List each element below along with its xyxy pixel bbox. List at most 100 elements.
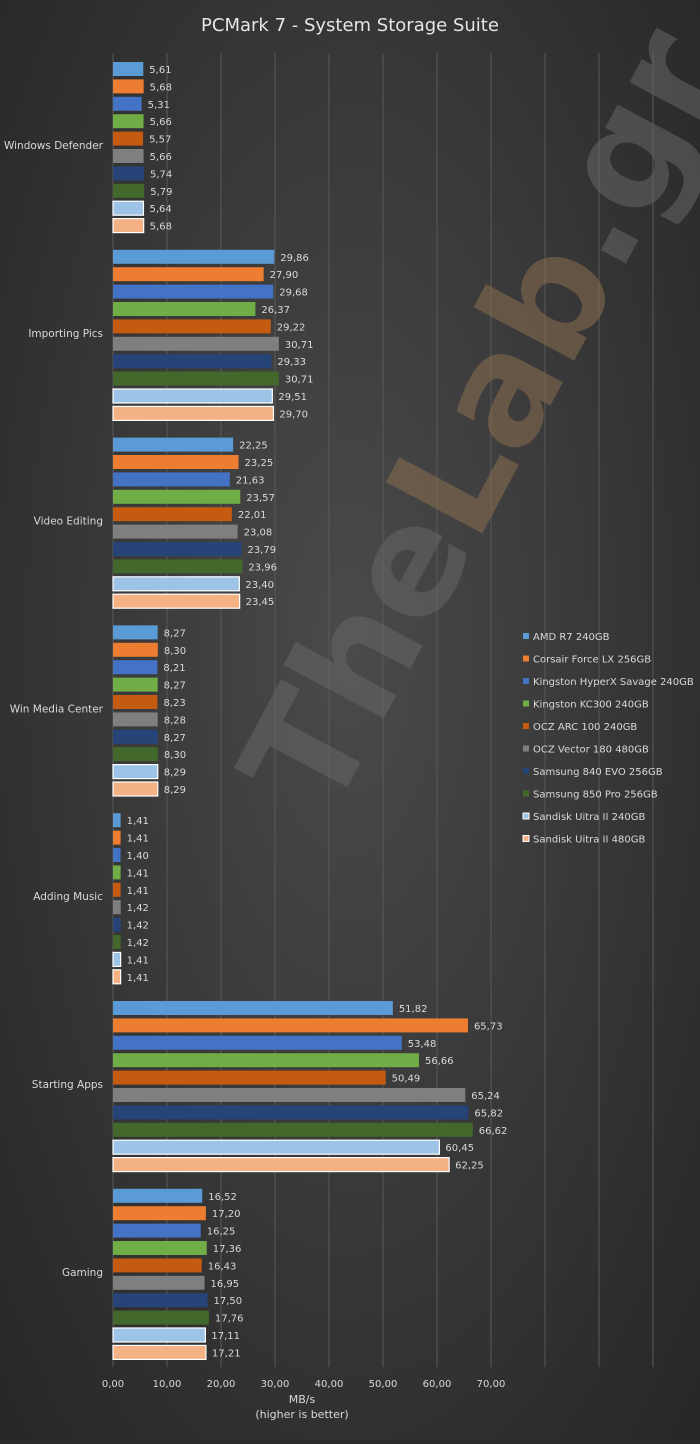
data-label: 17,21 bbox=[212, 1348, 241, 1359]
bar bbox=[113, 1258, 202, 1273]
data-label: 8,30 bbox=[164, 646, 186, 657]
data-label: 1,41 bbox=[127, 816, 149, 827]
data-label: 65,73 bbox=[474, 1021, 503, 1032]
bar bbox=[113, 302, 256, 316]
bar bbox=[113, 131, 144, 146]
data-label: 1,41 bbox=[127, 955, 149, 966]
bar bbox=[113, 96, 142, 111]
bar bbox=[113, 1188, 203, 1203]
bar bbox=[113, 695, 158, 709]
legend-swatch bbox=[522, 812, 530, 820]
x-tick-label: 40,00 bbox=[315, 1379, 344, 1390]
data-label: 29,70 bbox=[279, 409, 308, 420]
category-label: Importing Pics bbox=[28, 328, 103, 340]
data-label: 51,82 bbox=[399, 1004, 428, 1015]
legend-item: Samsung 840 EVO 256GB bbox=[533, 767, 663, 778]
bar bbox=[113, 524, 238, 539]
data-label: 17,20 bbox=[212, 1209, 241, 1220]
bar bbox=[113, 848, 121, 862]
legend-item: AMD R7 240GB bbox=[533, 632, 610, 643]
bar bbox=[112, 781, 159, 797]
bar bbox=[113, 1105, 469, 1120]
x-axis-label: MB/s bbox=[289, 1393, 316, 1406]
data-label: 23,96 bbox=[248, 562, 277, 573]
data-label: 66,62 bbox=[479, 1126, 508, 1137]
bar bbox=[113, 900, 121, 915]
data-label: 16,52 bbox=[208, 1192, 237, 1203]
data-label: 17,50 bbox=[214, 1296, 243, 1307]
bar bbox=[113, 114, 144, 129]
legend-swatch bbox=[523, 790, 529, 797]
data-label: 1,41 bbox=[127, 834, 149, 845]
category-label: Video Editing bbox=[34, 516, 103, 528]
bar bbox=[113, 336, 279, 351]
bar bbox=[113, 830, 121, 845]
bar bbox=[113, 284, 274, 299]
legend-swatch bbox=[523, 700, 529, 707]
category-label: Windows Defender bbox=[4, 140, 104, 152]
bar bbox=[112, 200, 145, 216]
bar bbox=[113, 507, 232, 522]
data-label: 17,11 bbox=[211, 1331, 240, 1342]
data-label: 29,51 bbox=[278, 392, 307, 403]
bar bbox=[113, 319, 271, 334]
x-tick-label: 70,00 bbox=[477, 1379, 506, 1390]
data-label: 5,74 bbox=[150, 169, 172, 180]
data-label: 5,68 bbox=[150, 82, 172, 93]
bar bbox=[113, 677, 158, 692]
bar bbox=[113, 625, 158, 640]
legend: AMD R7 240GB Corsair Force LX 256GB Kingst… bbox=[522, 632, 694, 846]
bar bbox=[112, 763, 159, 780]
data-label: 5,66 bbox=[150, 117, 172, 128]
category-label: Gaming bbox=[62, 1267, 103, 1279]
bar bbox=[113, 354, 272, 369]
data-label: 8,28 bbox=[164, 715, 186, 726]
data-label: 1,40 bbox=[127, 851, 149, 862]
bar bbox=[113, 489, 241, 504]
bar bbox=[113, 1275, 205, 1290]
data-label: 1,41 bbox=[127, 868, 149, 879]
data-label: 1,42 bbox=[127, 903, 149, 914]
legend-swatch bbox=[523, 633, 529, 639]
x-tick-label: 50,00 bbox=[369, 1379, 398, 1390]
legend-item: Sandisk Uitra II 480GB bbox=[533, 835, 645, 846]
data-label: 27,90 bbox=[270, 270, 299, 281]
legend-item: Kingston KC300 240GB bbox=[533, 700, 649, 711]
x-axis-note: (higher is better) bbox=[255, 1408, 348, 1421]
data-label: 65,24 bbox=[471, 1091, 500, 1102]
bar bbox=[113, 1241, 207, 1255]
bar bbox=[113, 1018, 468, 1033]
data-label: 26,37 bbox=[261, 305, 290, 316]
bar bbox=[113, 79, 144, 94]
data-label: 1,41 bbox=[127, 886, 149, 897]
data-label: 1,42 bbox=[127, 921, 149, 932]
bar bbox=[112, 405, 274, 421]
bar bbox=[112, 1344, 207, 1361]
legend-item: Kingston HyperX Savage 240GB bbox=[533, 677, 694, 688]
category-label: Win Media Center bbox=[10, 703, 104, 715]
data-label: 8,30 bbox=[164, 750, 186, 761]
bar bbox=[113, 935, 121, 949]
data-label: 8,27 bbox=[164, 628, 186, 639]
legend-swatch bbox=[523, 723, 529, 729]
bar bbox=[113, 642, 158, 657]
bar bbox=[113, 882, 121, 897]
bar bbox=[113, 1070, 386, 1085]
x-tick-label: 30,00 bbox=[261, 1379, 290, 1390]
data-label: 29,86 bbox=[280, 253, 309, 264]
data-label: 1,41 bbox=[127, 973, 149, 984]
bar bbox=[112, 1139, 441, 1155]
data-label: 30,71 bbox=[285, 340, 314, 351]
bar bbox=[113, 1053, 419, 1068]
bar bbox=[113, 865, 121, 880]
data-label: 17,76 bbox=[215, 1314, 244, 1325]
data-label: 5,64 bbox=[149, 204, 171, 215]
data-label: 16,95 bbox=[211, 1279, 240, 1290]
data-label: 23,08 bbox=[244, 528, 273, 539]
data-label: 23,40 bbox=[245, 580, 274, 591]
data-label: 8,27 bbox=[164, 733, 186, 744]
legend-swatch bbox=[523, 768, 529, 774]
bar bbox=[113, 729, 158, 744]
data-label: 8,23 bbox=[163, 698, 185, 709]
